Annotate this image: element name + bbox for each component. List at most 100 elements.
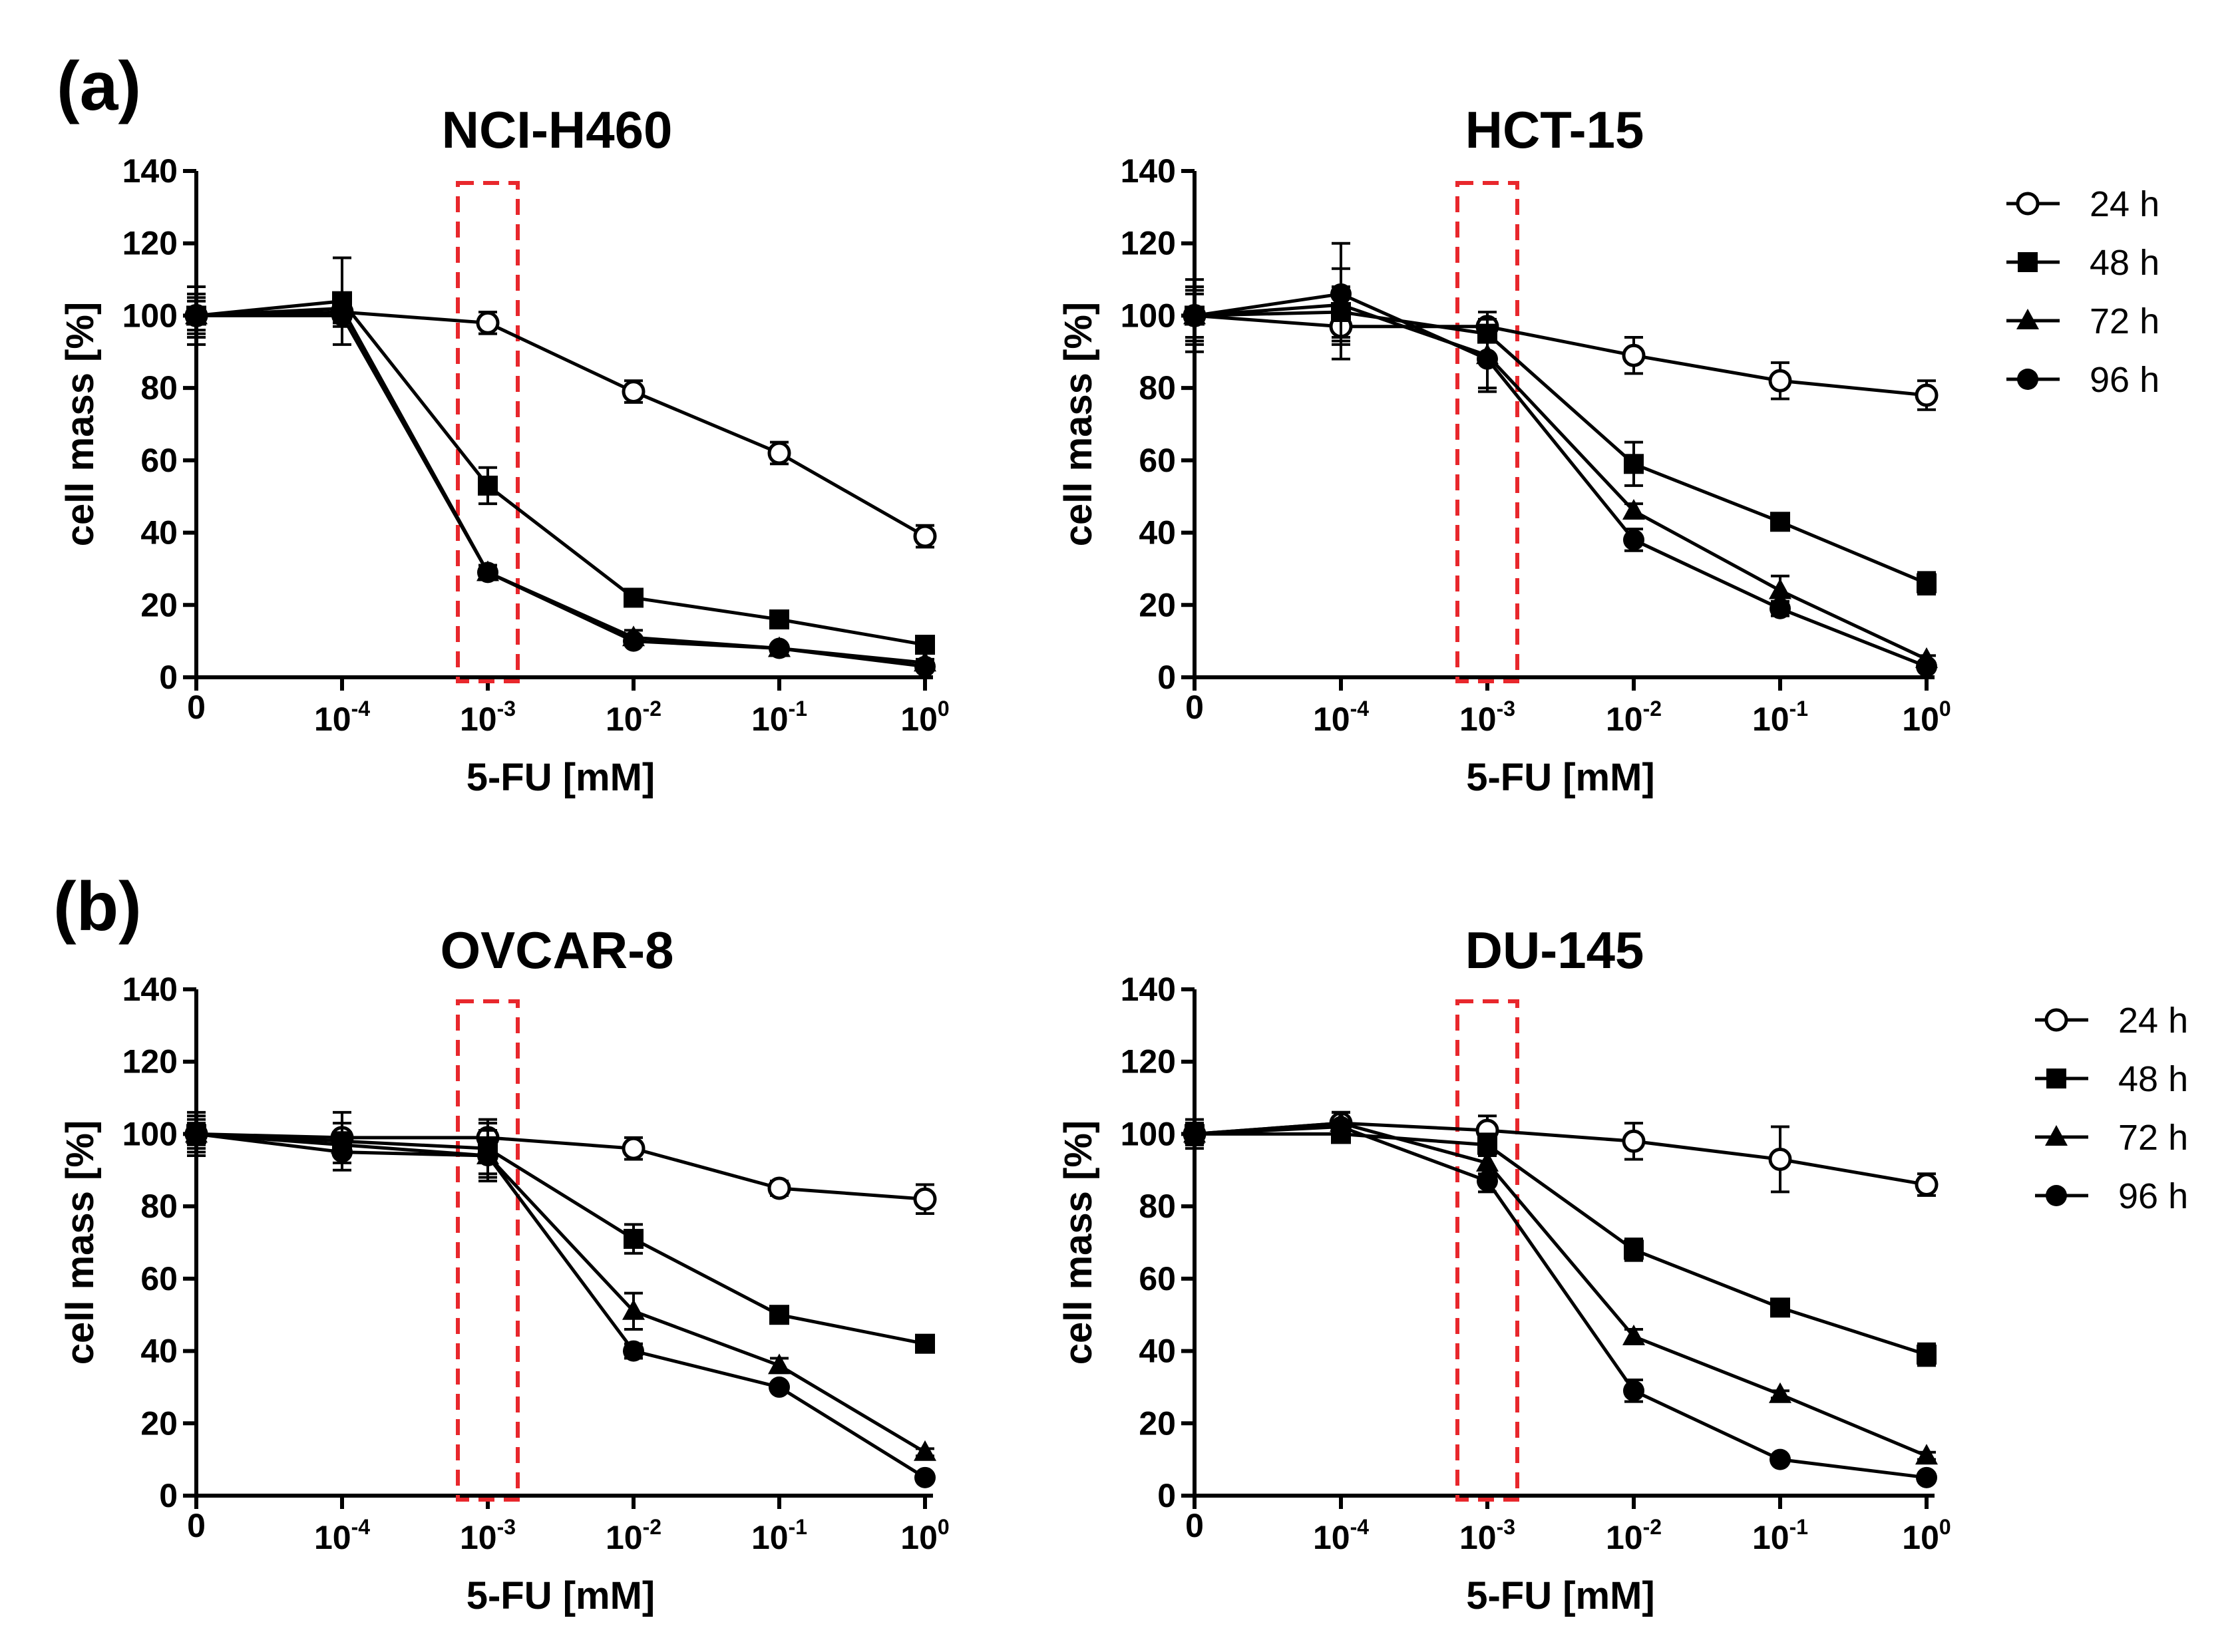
chart-title: DU-145 bbox=[1465, 921, 1644, 979]
data-point bbox=[769, 1376, 790, 1398]
data-point bbox=[1770, 1297, 1790, 1318]
legend-2: 24 h 48 h 72 h 96 h bbox=[2035, 1001, 2188, 1216]
data-point bbox=[622, 1136, 646, 1160]
x-tick-label: 10-2 bbox=[1606, 1515, 1662, 1556]
data-point bbox=[331, 1141, 353, 1163]
x-tick-label: 0 bbox=[1185, 689, 1204, 726]
legend-marker bbox=[2044, 1008, 2068, 1032]
x-tick-label: 10-2 bbox=[606, 1515, 661, 1556]
data-point bbox=[1622, 498, 1645, 520]
series-72-h bbox=[185, 292, 936, 672]
x-tick-label: 10-3 bbox=[460, 697, 516, 738]
data-point bbox=[476, 311, 500, 335]
x-tick-label: 10-1 bbox=[751, 1515, 807, 1556]
highlight-box bbox=[1455, 181, 1519, 683]
y-tick-label: 100 bbox=[1121, 297, 1176, 334]
x-tick-label: 100 bbox=[900, 697, 949, 738]
y-axis-label: cell mass [%] bbox=[59, 302, 102, 547]
legend-item-48-h: 48 h bbox=[2006, 243, 2159, 283]
series-line bbox=[196, 299, 926, 647]
chart-title: OVCAR-8 bbox=[440, 921, 673, 979]
data-point bbox=[478, 475, 498, 496]
y-tick-label: 0 bbox=[159, 659, 178, 696]
y-tick-label: 140 bbox=[122, 971, 178, 1008]
y-tick-label: 60 bbox=[140, 442, 178, 479]
y-tick-label: 140 bbox=[1121, 152, 1176, 190]
chart-du-145: DU-145 0 20 40 60 80 100 120 140 0 10-4 10-3 10-2 10-… bbox=[1057, 921, 1951, 1617]
x-tick-label: 10-2 bbox=[606, 697, 661, 738]
data-point bbox=[331, 305, 353, 327]
x-axis-label: 5-FU [mM] bbox=[466, 756, 655, 799]
legend-marker bbox=[2045, 1125, 2068, 1146]
data-point bbox=[1622, 1324, 1645, 1345]
series-line bbox=[196, 1132, 926, 1201]
x-tick-label: 10-2 bbox=[1606, 697, 1662, 738]
data-point bbox=[186, 305, 207, 327]
y-tick-label: 120 bbox=[1121, 1043, 1176, 1080]
panel-label-a: (a) bbox=[57, 48, 141, 125]
data-point bbox=[769, 609, 789, 630]
panel-label-b: (b) bbox=[53, 868, 142, 945]
y-tick-label: 20 bbox=[1139, 586, 1176, 623]
data-point bbox=[1915, 1444, 1938, 1465]
data-point bbox=[914, 655, 936, 677]
series-line bbox=[196, 1132, 926, 1346]
y-tick-label: 0 bbox=[1157, 659, 1176, 696]
data-point bbox=[1330, 1116, 1352, 1138]
legend-marker bbox=[2017, 369, 2038, 390]
series-96-h bbox=[1184, 1110, 1937, 1488]
data-point bbox=[767, 1176, 791, 1200]
y-tick-label: 80 bbox=[140, 1188, 178, 1225]
data-point bbox=[1916, 655, 1937, 677]
data-point bbox=[1770, 597, 1791, 619]
y-tick-label: 40 bbox=[1139, 1333, 1176, 1370]
x-tick-label: 10-1 bbox=[1752, 697, 1808, 738]
data-point bbox=[624, 1229, 644, 1249]
data-point bbox=[1916, 1466, 1937, 1488]
data-point bbox=[623, 1340, 644, 1362]
x-tick-label: 100 bbox=[1902, 1515, 1951, 1556]
series-96-h bbox=[186, 299, 936, 677]
chart-hct-15: HCT-15 0 20 40 60 80 100 120 140 0 10-4 10-3 10-2 10-… bbox=[1057, 100, 1951, 799]
data-point bbox=[622, 1299, 645, 1320]
legend-item-96-h: 96 h bbox=[2006, 360, 2159, 400]
highlight-box bbox=[1455, 999, 1519, 1502]
data-point bbox=[1330, 283, 1352, 305]
data-point bbox=[1917, 573, 1937, 593]
legend-label: 24 h bbox=[2118, 1001, 2188, 1041]
data-point bbox=[915, 1333, 935, 1354]
data-point bbox=[913, 524, 937, 548]
y-tick-label: 20 bbox=[1139, 1404, 1176, 1442]
x-tick-label: 0 bbox=[187, 1507, 206, 1544]
data-point bbox=[1768, 1147, 1792, 1171]
y-axis-label: cell mass [%] bbox=[1057, 302, 1100, 547]
data-point bbox=[186, 1123, 207, 1145]
legend-label: 96 h bbox=[2118, 1176, 2188, 1216]
y-tick-label: 80 bbox=[1139, 1188, 1176, 1225]
legend-label: 48 h bbox=[2118, 1059, 2188, 1099]
y-tick-label: 40 bbox=[140, 514, 178, 552]
x-tick-label: 10-3 bbox=[1459, 1515, 1515, 1556]
data-point bbox=[1770, 512, 1790, 532]
legend-label: 48 h bbox=[2090, 243, 2159, 283]
data-point bbox=[1184, 305, 1205, 327]
series-line bbox=[196, 310, 926, 538]
y-tick-label: 100 bbox=[122, 1115, 178, 1152]
chart-title: NCI-H460 bbox=[442, 100, 673, 159]
data-point bbox=[1623, 529, 1644, 551]
series-line bbox=[1194, 303, 1928, 661]
legend-item-24-h: 24 h bbox=[2006, 184, 2159, 224]
legend-item-96-h: 96 h bbox=[2035, 1176, 2188, 1216]
series-line bbox=[196, 1132, 926, 1479]
legend-item-72-h: 72 h bbox=[2006, 301, 2159, 341]
x-tick-label: 10-1 bbox=[1752, 1515, 1808, 1556]
x-tick-label: 0 bbox=[1185, 1507, 1204, 1544]
series-48-h bbox=[1185, 285, 1937, 595]
data-point bbox=[767, 441, 791, 465]
y-tick-label: 120 bbox=[122, 1043, 178, 1080]
data-point bbox=[1770, 1448, 1791, 1470]
y-tick-label: 60 bbox=[1139, 1260, 1176, 1297]
data-point bbox=[1915, 383, 1939, 407]
data-point bbox=[1622, 1129, 1646, 1153]
